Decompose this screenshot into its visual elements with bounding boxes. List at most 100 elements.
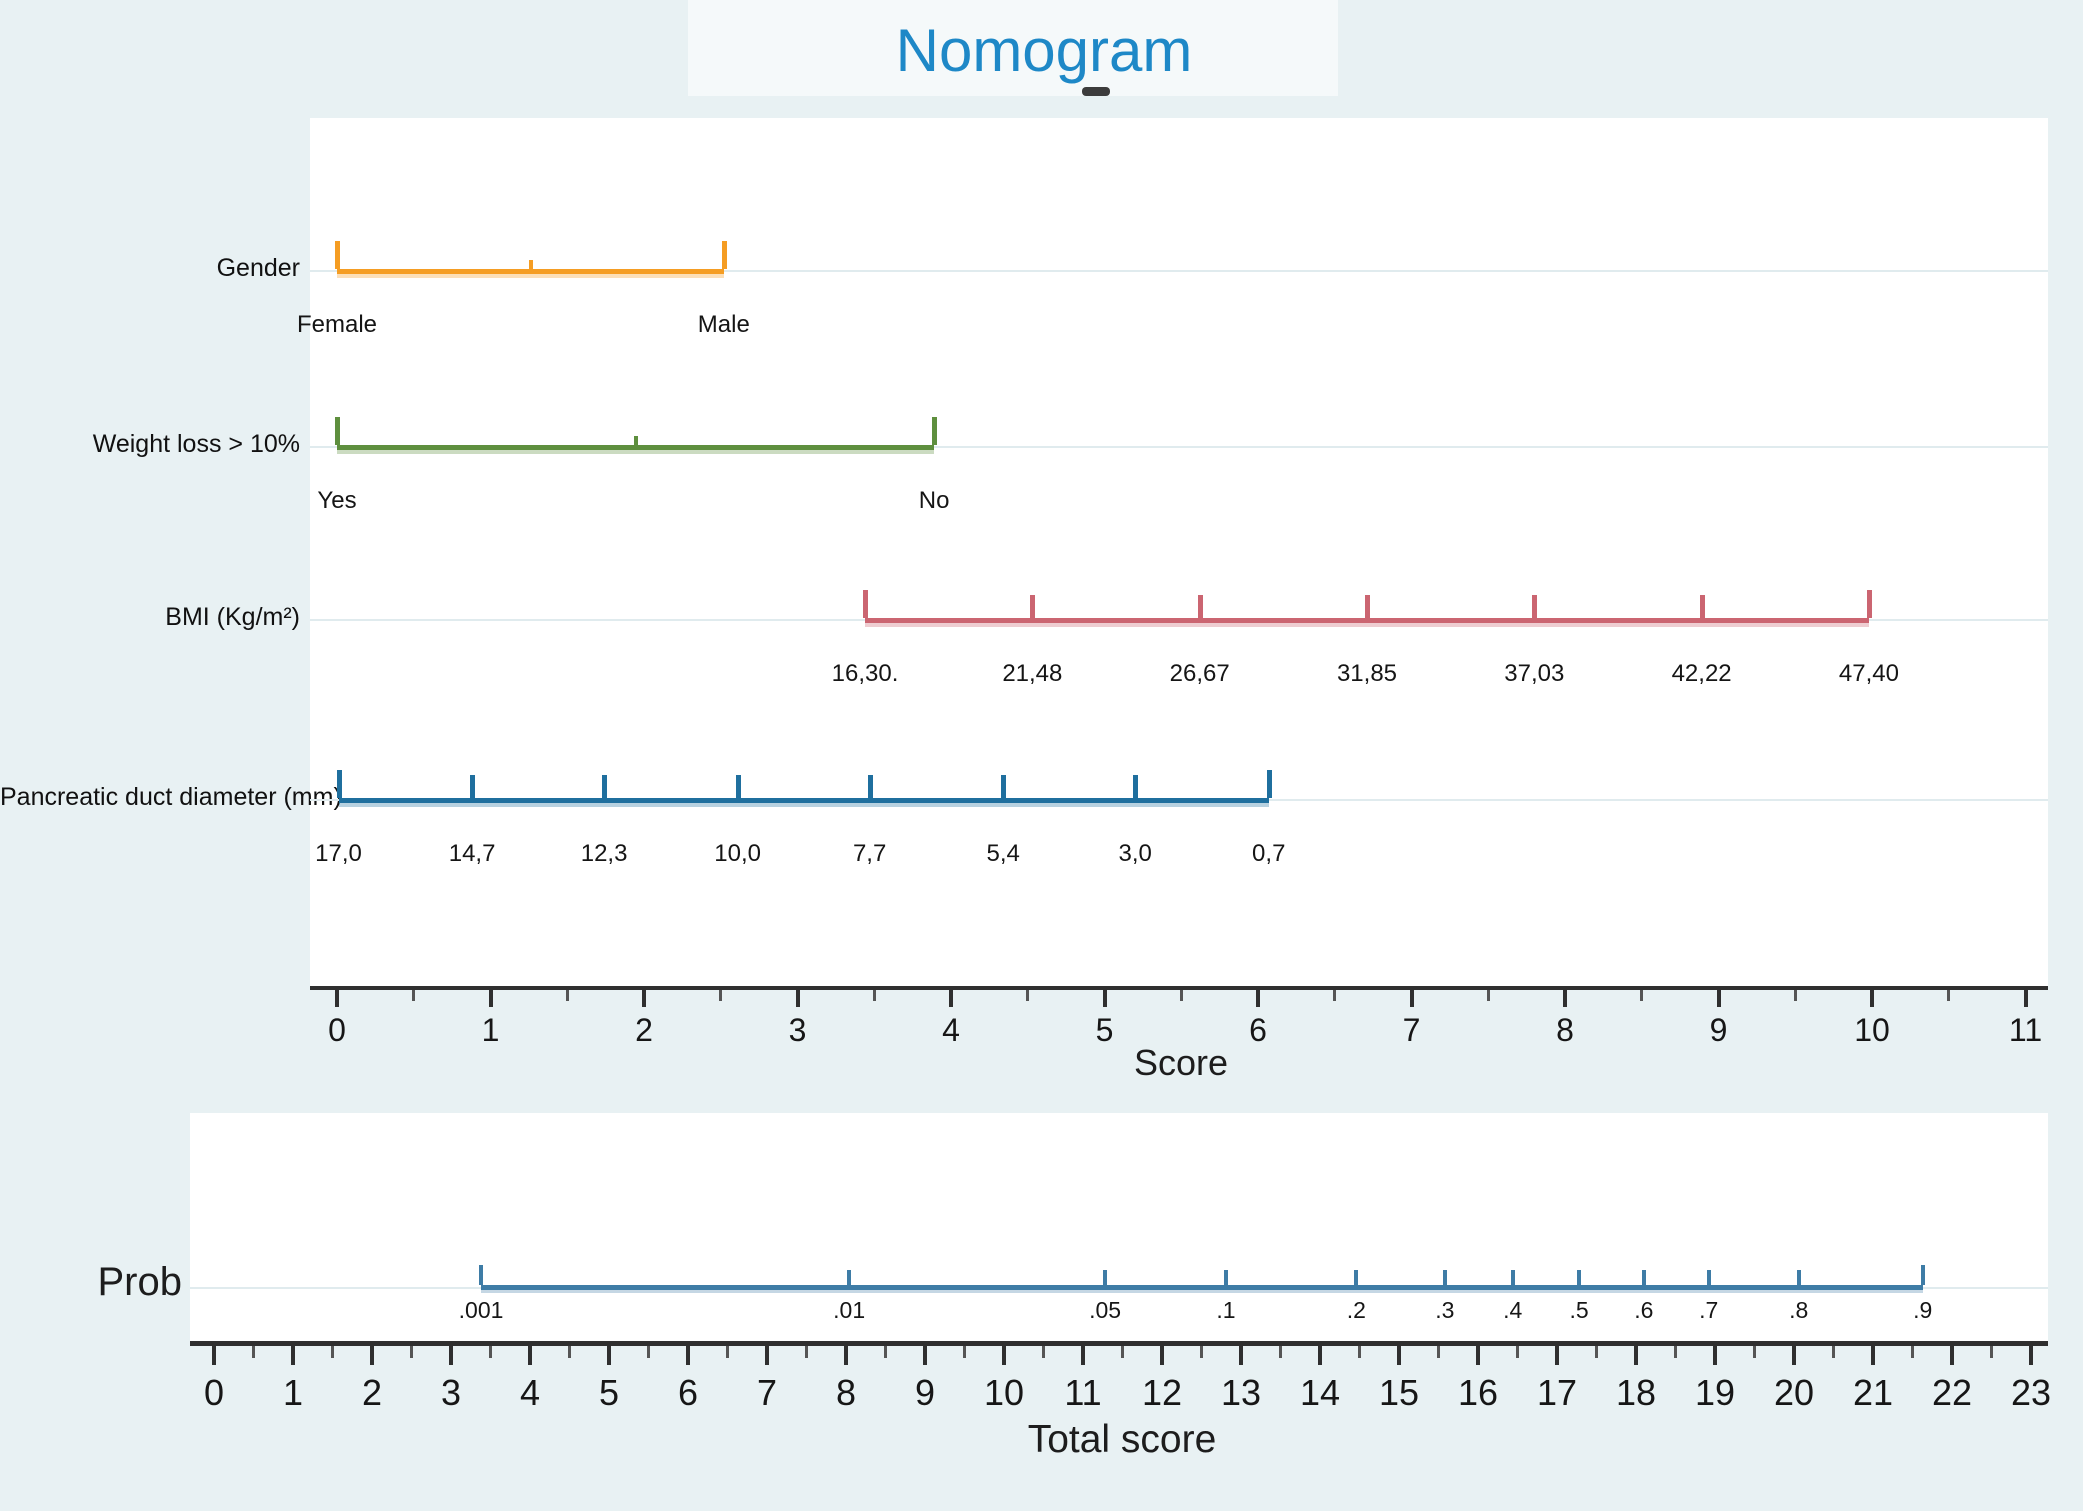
total-score-axis-title: Total score [1027, 1418, 1217, 1461]
axis-tick-3-4 [867, 775, 873, 798]
total-major-tick-15 [1397, 1346, 1401, 1365]
total-major-tick-11 [1081, 1346, 1085, 1365]
total-major-tick-13 [1239, 1346, 1243, 1365]
axis-tick-label-3-6: 3,0 [1118, 840, 1152, 867]
total-minor-tick-3.5 [489, 1346, 492, 1358]
prob-tick-0 [479, 1265, 484, 1285]
total-tick-label-16: 16 [1457, 1372, 1499, 1413]
total-minor-tick-4.5 [568, 1346, 571, 1358]
prob-tick-7 [1577, 1270, 1582, 1285]
axis-tick-2-1 [1030, 595, 1036, 618]
score-tick-label-5: 5 [1095, 1012, 1114, 1048]
prob-tick-10 [1796, 1270, 1801, 1285]
score-major-tick-1 [488, 990, 493, 1007]
score-minor-tick-5.5 [1179, 990, 1183, 1001]
total-major-tick-5 [607, 1346, 611, 1365]
score-major-tick-4 [949, 990, 953, 1007]
lower-plot-area [190, 1113, 2048, 1343]
axis-tick-label-2-0: 16,30. [831, 660, 899, 687]
prob-tick-label-3: .1 [1216, 1297, 1236, 1323]
total-axis-line [190, 1341, 2048, 1346]
total-major-tick-20 [1792, 1346, 1796, 1365]
total-tick-label-15: 15 [1378, 1372, 1420, 1413]
chart-title: Nomogram [895, 17, 1193, 84]
total-tick-label-19: 19 [1694, 1372, 1736, 1413]
score-major-tick-9 [1716, 990, 1721, 1007]
score-tick-label-7: 7 [1402, 1012, 1421, 1048]
total-major-tick-10 [1002, 1346, 1006, 1365]
axis-tick-2-3 [1364, 595, 1370, 618]
axis-tick-3-5 [1001, 775, 1007, 798]
total-tick-label-6: 6 [677, 1372, 699, 1413]
total-minor-tick-10.5 [1042, 1346, 1045, 1358]
total-tick-label-3: 3 [440, 1372, 462, 1413]
total-major-tick-2 [370, 1346, 374, 1365]
total-major-tick-17 [1555, 1346, 1559, 1365]
total-minor-tick-5.5 [647, 1346, 650, 1358]
score-minor-tick-0.5 [412, 990, 416, 1001]
axis-tick-3-6 [1133, 775, 1139, 798]
total-tick-label-0: 0 [203, 1372, 225, 1413]
axis-label-2: BMI (Kg/m²) [165, 603, 300, 631]
total-minor-tick-1.5 [331, 1346, 334, 1358]
prob-tick-label-5: .3 [1435, 1297, 1455, 1323]
axis-line-0 [337, 269, 724, 274]
total-tick-label-9: 9 [914, 1372, 936, 1413]
prob-tick-label-4: .2 [1346, 1297, 1366, 1323]
total-minor-tick-19.5 [1753, 1346, 1756, 1358]
total-minor-tick-17.5 [1595, 1346, 1598, 1358]
prob-tick-11 [1920, 1265, 1925, 1285]
total-tick-label-7: 7 [756, 1372, 778, 1413]
total-minor-tick-16.5 [1516, 1346, 1519, 1358]
score-tick-label-1: 1 [481, 1012, 500, 1048]
total-tick-label-23: 23 [2010, 1372, 2052, 1413]
prob-tick-9 [1706, 1270, 1711, 1285]
score-tick-label-9: 9 [1709, 1012, 1728, 1048]
axis-line-1 [337, 445, 935, 450]
total-major-tick-18 [1634, 1346, 1638, 1365]
axis-label-0: Gender [216, 254, 300, 282]
total-major-tick-19 [1713, 1346, 1717, 1365]
axis-tick-label-3-7: 0,7 [1252, 840, 1286, 867]
score-minor-tick-1.5 [565, 990, 569, 1001]
total-minor-tick-0.5 [252, 1346, 255, 1358]
prob-tick-label-9: .7 [1699, 1297, 1719, 1323]
total-tick-label-5: 5 [598, 1372, 620, 1413]
score-minor-tick-4.5 [1026, 990, 1030, 1001]
score-major-tick-11 [2023, 990, 2028, 1007]
prob-axis-line [481, 1285, 1923, 1290]
prob-tick-5 [1442, 1270, 1447, 1285]
score-axis-line [310, 986, 2048, 990]
total-minor-tick-14.5 [1358, 1346, 1361, 1358]
score-tick-label-0: 0 [328, 1012, 346, 1048]
axis-line-halo-0 [337, 274, 724, 278]
axis-line-2 [865, 618, 1869, 623]
prob-tick-label-0: .001 [458, 1297, 504, 1323]
total-major-tick-16 [1476, 1346, 1480, 1365]
axis-minor-tick-0-0 [528, 260, 533, 269]
total-tick-label-18: 18 [1615, 1372, 1657, 1413]
axis-tick-3-7 [1266, 770, 1272, 798]
title-artifact-mark [1082, 87, 1110, 96]
total-minor-tick-6.5 [726, 1346, 729, 1358]
prob-tick-1 [847, 1270, 852, 1285]
axis-tick-label-1-0: Yes [317, 487, 357, 514]
axis-tick-3-0 [336, 770, 342, 798]
score-minor-tick-2.5 [719, 990, 723, 1001]
axis-line-halo-2 [865, 623, 1869, 627]
axis-tick-label-2-3: 31,85 [1336, 660, 1398, 687]
total-minor-tick-12.5 [1200, 1346, 1203, 1358]
score-major-tick-3 [795, 990, 800, 1007]
total-major-tick-6 [686, 1346, 690, 1365]
total-minor-tick-8.5 [884, 1346, 887, 1358]
prob-tick-2 [1103, 1270, 1108, 1285]
axis-tick-3-2 [602, 775, 608, 798]
axis-tick-label-3-3: 10,0 [714, 840, 761, 867]
axis-tick-label-2-5: 42,22 [1671, 660, 1732, 687]
score-tick-label-8: 8 [1556, 1012, 1574, 1048]
total-minor-tick-2.5 [410, 1346, 413, 1358]
score-minor-tick-8.5 [1640, 990, 1644, 1001]
axis-minor-tick-1-0 [634, 436, 639, 445]
score-major-tick-7 [1409, 990, 1414, 1007]
